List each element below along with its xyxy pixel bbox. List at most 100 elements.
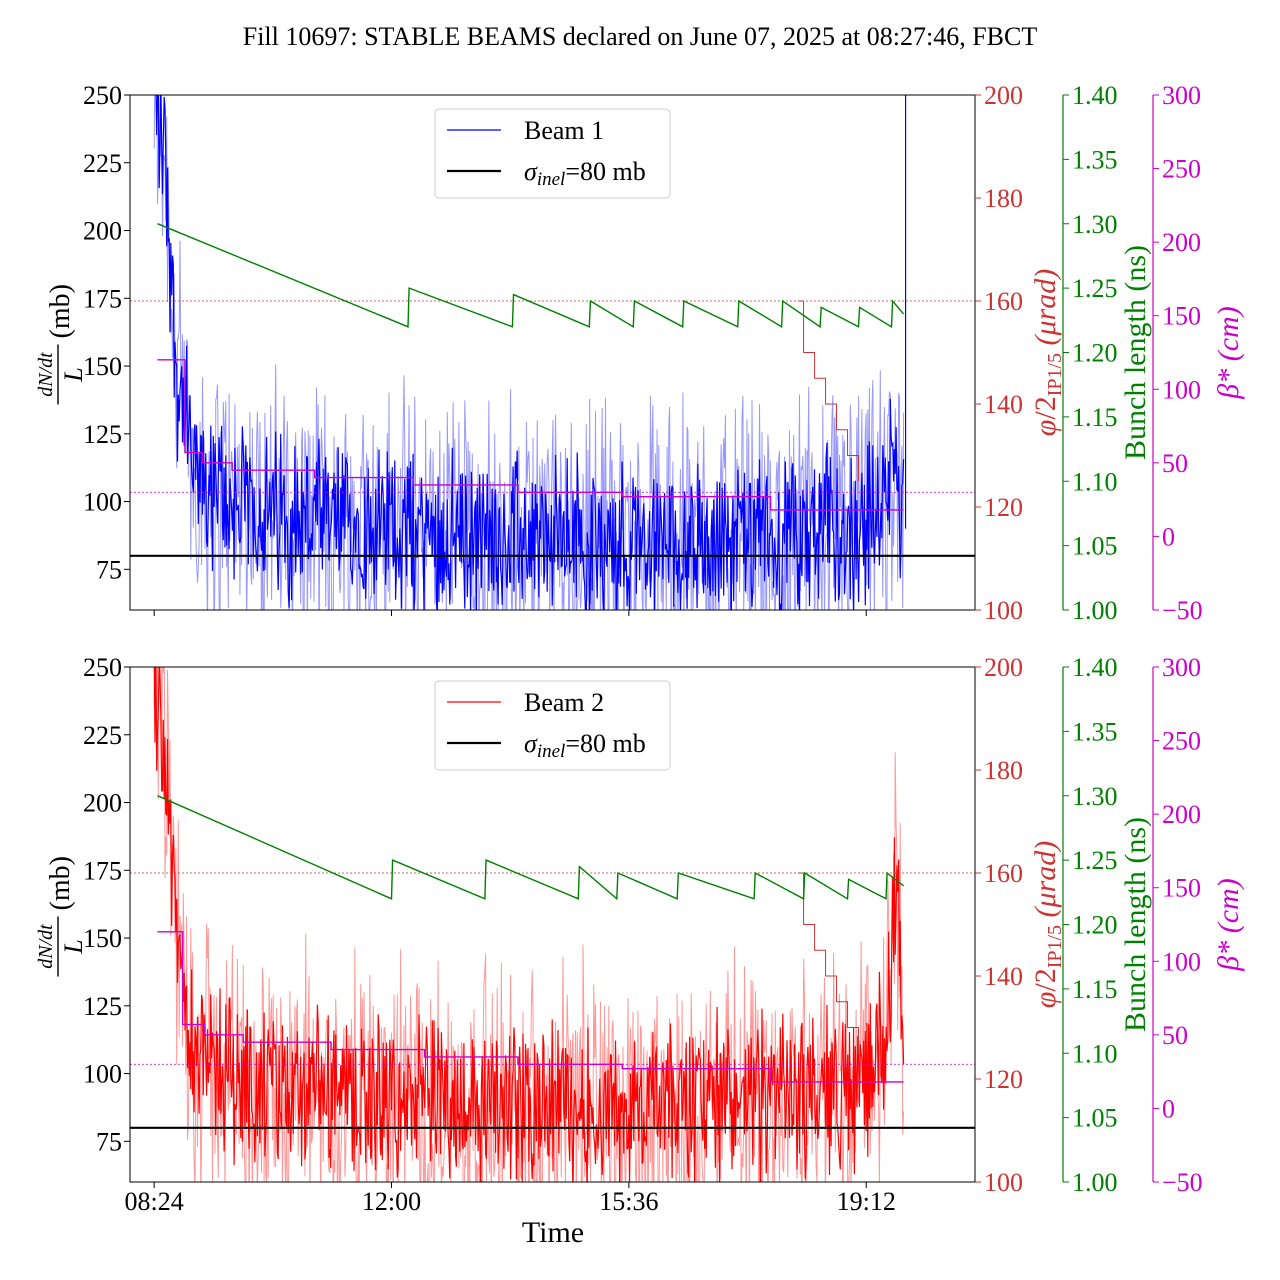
- bunch-length-axis-tick-label: 1.15: [1072, 403, 1118, 432]
- bunch-length-axis-tick-label: 1.05: [1072, 1104, 1118, 1133]
- y-tick-label: 200: [83, 217, 122, 246]
- y-tick-label: 125: [83, 420, 122, 449]
- crossing-angle-axis-tick-label: 140: [984, 390, 1023, 419]
- crossing-angle-line: [798, 872, 860, 1054]
- y-tick-label: 150: [83, 352, 122, 381]
- crossing-angle-axis-tick-label: 180: [984, 756, 1023, 785]
- y-axis-title-numerator: dN/dt: [35, 352, 57, 397]
- bunch-length-axis-tick-label: 1.00: [1072, 596, 1118, 625]
- y-tick-label: 250: [83, 81, 122, 110]
- bunch-length-axis-tick-label: 1.35: [1072, 717, 1118, 746]
- legend-sigma-label: σinel=80 mb: [524, 729, 646, 762]
- y-tick-label: 200: [83, 789, 122, 818]
- y-tick-label: 250: [83, 653, 122, 682]
- bunch-length-axis-title: Bunch length (ns): [1119, 245, 1152, 460]
- crossing-angle-axis-title-text: φ/2IP1/5 (μrad): [1029, 841, 1066, 1009]
- y-axis-title-numerator: dN/dt: [35, 924, 57, 969]
- x-tick-label: 08:24: [125, 1187, 184, 1216]
- beta-star-axis-tick-label: 50: [1162, 449, 1188, 478]
- plot-frame: [129, 666, 976, 1183]
- beta-star-axis-tick-label: 200: [1162, 800, 1201, 829]
- beta-star-axis-tick-label: −50: [1162, 1168, 1203, 1197]
- legend-sigma-label: σinel=80 mb: [524, 157, 646, 190]
- bunch-length-axis-title-text: Bunch length (ns): [1119, 245, 1152, 460]
- plot-area: [130, 667, 975, 1182]
- bunch-length-line: [157, 223, 905, 329]
- beta-star-line: [157, 931, 904, 1083]
- x-tick-label: 15:36: [599, 1187, 658, 1216]
- y-tick-label: 100: [83, 488, 122, 517]
- beta-star-axis-tick-label: 50: [1162, 1021, 1188, 1050]
- bunch-length-axis-tick-label: 1.10: [1072, 467, 1118, 496]
- bunch-length-axis-tick-label: 1.05: [1072, 532, 1118, 561]
- bunch-length-axis-tick-label: 1.00: [1072, 1168, 1118, 1197]
- crossing-angle-axis-tick-label: 120: [984, 493, 1023, 522]
- y-tick-label: 75: [96, 1127, 122, 1156]
- beta-star-axis-title: β* (cm): [1212, 878, 1245, 971]
- legend-box: [434, 108, 671, 199]
- beta-star-axis-title-text: β* (cm): [1212, 306, 1245, 399]
- y-axis-title-denominator: L: [59, 367, 88, 382]
- beta-star-axis-tick-label: 100: [1162, 947, 1201, 976]
- crossing-angle-line: [798, 300, 860, 482]
- y-tick-label: 150: [83, 924, 122, 953]
- bunch-length-axis-tick-label: 1.30: [1072, 782, 1118, 811]
- beta-star-axis-tick-label: 150: [1162, 302, 1201, 331]
- bunch-length-axis-title: Bunch length (ns): [1119, 817, 1152, 1032]
- x-axis-title: Time: [522, 1216, 584, 1249]
- beta-star-axis-title-text: β* (cm): [1212, 878, 1245, 971]
- beta-star-axis-title: β* (cm): [1212, 306, 1245, 399]
- y-tick-label: 175: [83, 284, 122, 313]
- crossing-angle-axis-tick-label: 140: [984, 962, 1023, 991]
- crossing-angle-axis-title: φ/2IP1/5 (μrad): [1029, 841, 1066, 1009]
- legend-beam-label: Beam 1: [524, 116, 604, 145]
- y-axis-title: dN/dt L (mb): [35, 284, 88, 405]
- beta-star-line: [157, 359, 904, 511]
- y-tick-label: 125: [83, 992, 122, 1021]
- crossing-angle-axis-tick-label: 120: [984, 1065, 1023, 1094]
- beta-star-axis-tick-label: 150: [1162, 874, 1201, 903]
- bunch-length-axis-tick-label: 1.40: [1072, 653, 1118, 682]
- beam-rate-line: [155, 95, 905, 610]
- bunch-length-axis-tick-label: 1.15: [1072, 975, 1118, 1004]
- bunch-length-axis-tick-label: 1.30: [1072, 210, 1118, 239]
- y-tick-label: 225: [83, 149, 122, 178]
- x-tick-label: 19:12: [837, 1187, 896, 1216]
- bunch-length-axis-title-text: Bunch length (ns): [1119, 817, 1152, 1032]
- y-tick-label: 100: [83, 1060, 122, 1089]
- plot-area: [130, 95, 975, 610]
- beta-star-axis-tick-label: 250: [1162, 727, 1201, 756]
- beta-star-axis-tick-label: 200: [1162, 228, 1201, 257]
- bunch-length-axis-tick-label: 1.20: [1072, 339, 1118, 368]
- bunch-length-axis-tick-label: 1.35: [1072, 145, 1118, 174]
- beam-rate-line: [153, 667, 905, 1182]
- crossing-angle-axis-tick-label: 100: [984, 596, 1023, 625]
- crossing-angle-axis-tick-label: 200: [984, 81, 1023, 110]
- beta-star-axis-tick-label: −50: [1162, 596, 1203, 625]
- beta-star-axis-tick-label: 0: [1162, 1094, 1175, 1123]
- bunch-length-axis-tick-label: 1.40: [1072, 81, 1118, 110]
- x-tick-label: 12:00: [362, 1187, 421, 1216]
- beam2-panel: 75 100 125 150 175 200 225 250 08:24 12:00 15:36 19…: [35, 653, 1245, 1216]
- crossing-angle-axis-tick-label: 100: [984, 1168, 1023, 1197]
- legend-box: [434, 680, 671, 771]
- figure-title: Fill 10697: STABLE BEAMS declared on Jun…: [243, 22, 1038, 51]
- y-tick-label: 75: [96, 555, 122, 584]
- crossing-angle-axis-tick-label: 160: [984, 859, 1023, 888]
- y-tick-label: 175: [83, 856, 122, 885]
- y-axis-title: dN/dt L (mb): [35, 856, 88, 977]
- bunch-length-line: [157, 795, 905, 901]
- crossing-angle-axis-title: φ/2IP1/5 (μrad): [1029, 269, 1066, 437]
- crossing-angle-axis-tick-label: 180: [984, 184, 1023, 213]
- y-axis-title-unit: (mb): [45, 856, 76, 910]
- beta-star-axis-tick-label: 300: [1162, 81, 1201, 110]
- crossing-angle-axis-title-text: φ/2IP1/5 (μrad): [1029, 269, 1066, 437]
- bunch-length-axis-tick-label: 1.10: [1072, 1039, 1118, 1068]
- beta-star-axis-tick-label: 100: [1162, 375, 1201, 404]
- y-axis-title-denominator: L: [59, 939, 88, 954]
- crossing-angle-axis-tick-label: 160: [984, 287, 1023, 316]
- y-tick-label: 225: [83, 721, 122, 750]
- bunch-length-axis-tick-label: 1.25: [1072, 846, 1118, 875]
- bunch-length-axis-tick-label: 1.20: [1072, 911, 1118, 940]
